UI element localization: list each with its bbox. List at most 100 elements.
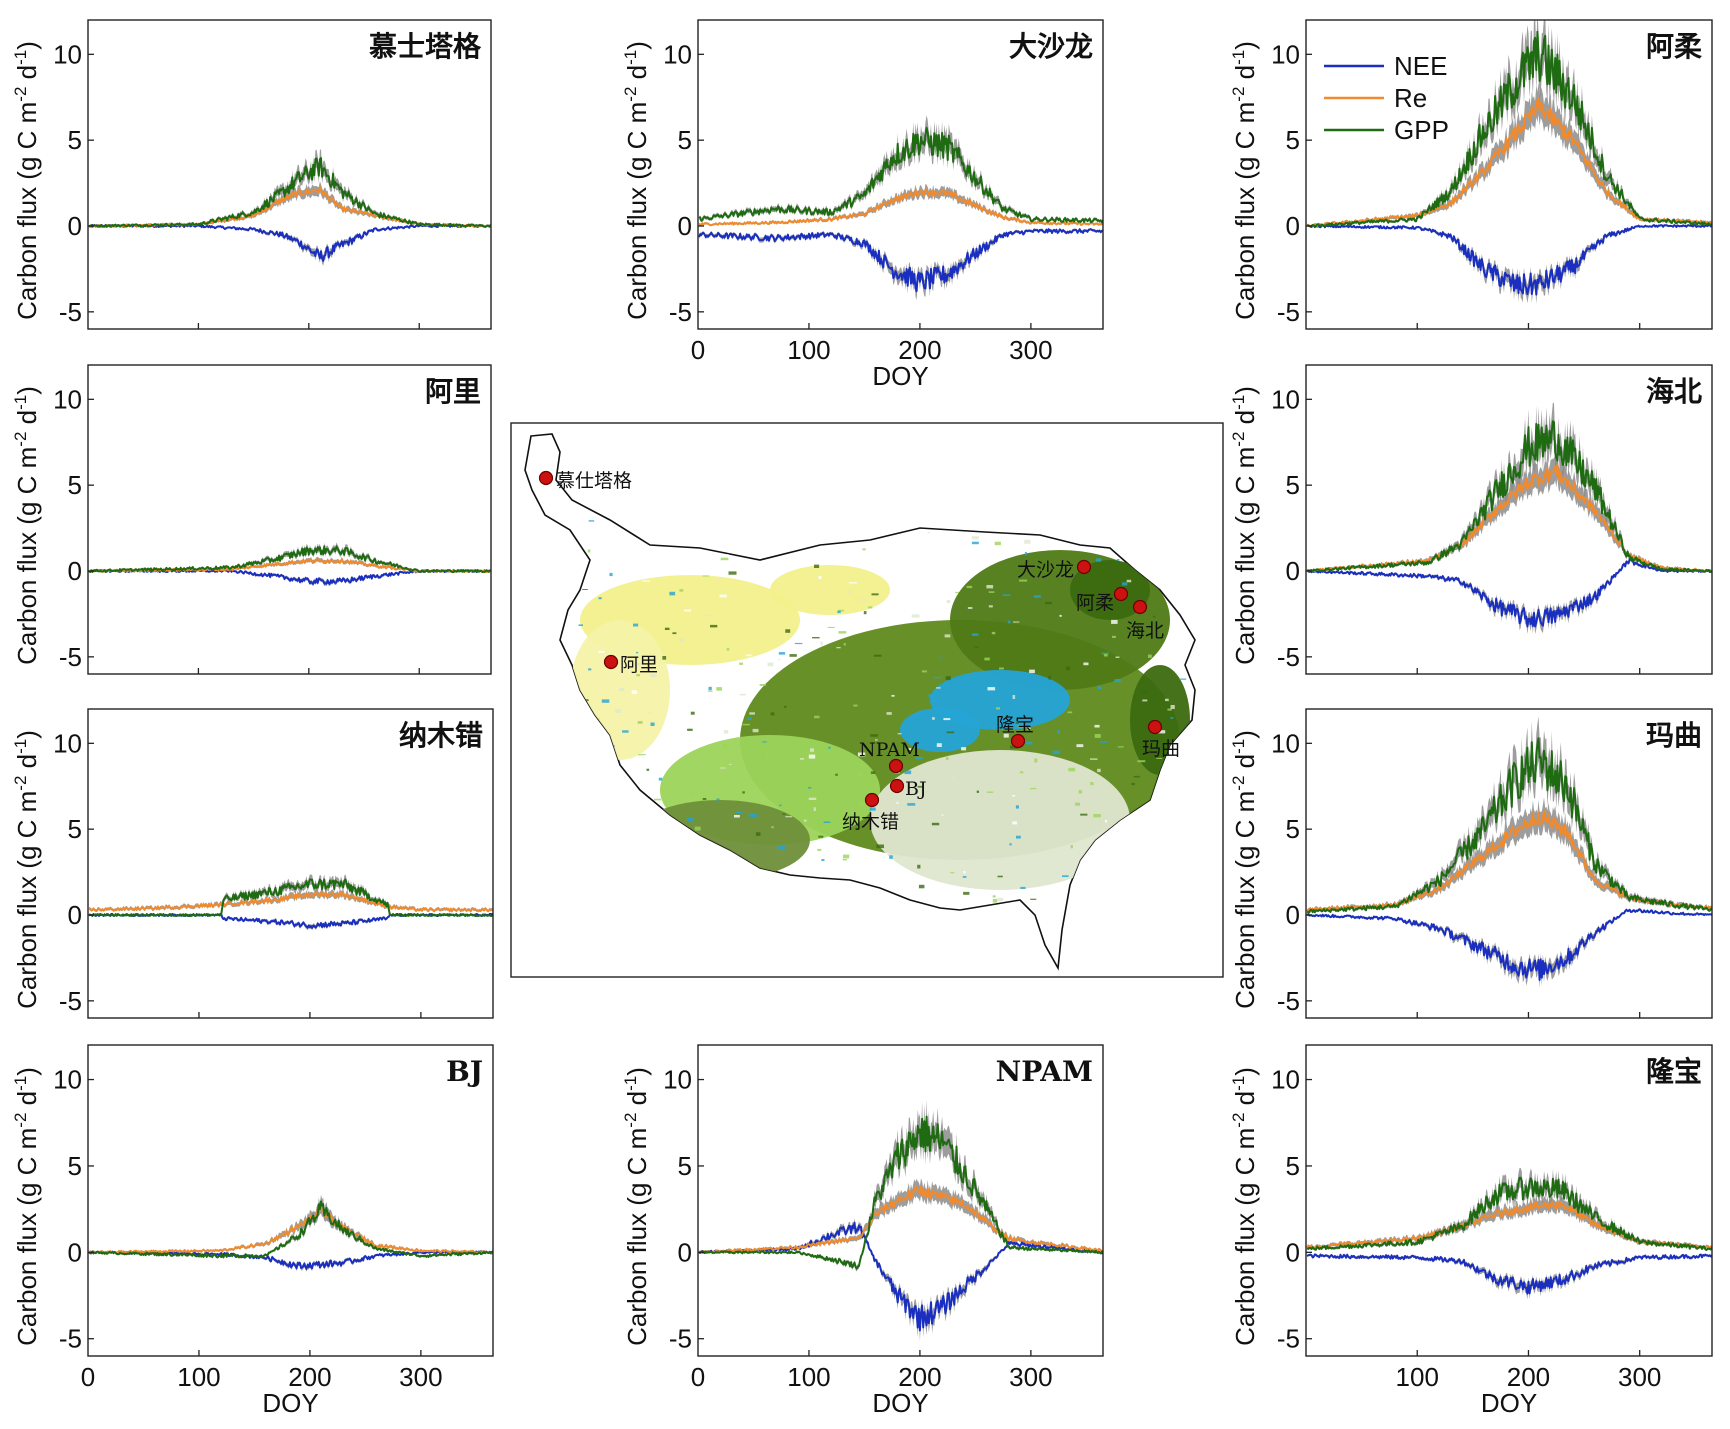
x-tick-label: 300 [1009, 1362, 1052, 1392]
land-cover-speck [631, 690, 638, 694]
land-cover-speck [745, 654, 752, 657]
land-cover-speck [1057, 730, 1061, 734]
land-cover-speck [843, 854, 850, 859]
land-cover-speck [759, 684, 766, 686]
land-cover-speck [991, 631, 996, 635]
land-cover-speck [853, 704, 858, 707]
y-tick-label: -5 [59, 642, 82, 672]
flux-panel-10: 10 5 0 -5 100 200 300 DOY Carbon flux (g C m-2 d… [1229, 1044, 1713, 1418]
plot-area [1306, 402, 1712, 634]
site-marker-group: BJ [889, 778, 927, 800]
land-cover-speck [889, 855, 893, 859]
land-cover-speck [1076, 744, 1084, 748]
y-tick-label: 0 [1286, 211, 1300, 241]
uncertainty-band-gpp [1307, 402, 1712, 573]
site-marker-group: 慕仕塔格 [538, 470, 632, 492]
land-cover-speck [987, 687, 996, 691]
site-marker [888, 758, 904, 774]
plot-area [1306, 716, 1712, 989]
land-cover-speck [702, 575, 710, 577]
y-tick-label: 5 [1286, 125, 1300, 155]
panel-title: 纳木错 [399, 719, 483, 752]
land-cover-speck [974, 646, 979, 648]
land-cover-speck [897, 733, 902, 735]
site-marker [864, 792, 880, 808]
panel-title: 大沙龙 [1009, 30, 1093, 63]
land-cover-speck [1003, 733, 1009, 738]
x-axis-label: DOY [872, 361, 928, 391]
land-cover-speck [694, 826, 701, 831]
land-cover-speck [653, 798, 662, 801]
land-cover-speck [619, 578, 624, 580]
land-cover-speck [838, 631, 847, 634]
series-line-nee [1306, 224, 1712, 296]
land-cover-speck [690, 711, 695, 715]
series-line-re [698, 188, 1103, 227]
uncertainty-band-re [699, 1178, 1103, 1255]
land-cover-speck [1142, 699, 1148, 702]
panel-frame [697, 1044, 1104, 1357]
uncertainty-band-gpp [699, 1099, 1103, 1272]
land-cover-speck [814, 715, 820, 719]
land-cover-speck [1030, 788, 1037, 790]
land-cover-speck [804, 819, 807, 822]
land-cover-speck [598, 597, 602, 600]
land-cover-speck [921, 670, 927, 673]
panel-frame [87, 19, 492, 330]
flux-panel-1: 10 5 0 -5 Carbon flux (g C m-2 d-1) 慕士塔格 [11, 19, 492, 330]
land-cover-speck [904, 770, 912, 775]
y-tick-label: -5 [1277, 297, 1300, 327]
land-cover-speck [1170, 705, 1175, 709]
land-cover-speck [870, 734, 878, 737]
y-tick-label: 10 [663, 1065, 692, 1095]
site-marker-group: NPAM [859, 739, 920, 774]
land-cover-speck [858, 772, 862, 777]
plot-area [698, 1099, 1103, 1341]
land-cover-speck [588, 520, 595, 522]
x-tick-label: 100 [787, 1362, 830, 1392]
site-marker [603, 654, 619, 670]
land-cover-speck [945, 757, 949, 761]
land-cover-speck [1030, 898, 1037, 900]
land-cover-speck [939, 657, 943, 659]
land-cover-speck [622, 534, 629, 536]
series-line-nee [88, 224, 491, 262]
land-cover-speck [1141, 690, 1149, 693]
site-marker [1132, 599, 1148, 615]
land-cover-speck [779, 804, 782, 807]
series-line-nee [1306, 908, 1712, 981]
land-cover-speck [1097, 768, 1101, 773]
land-cover-speck [1094, 734, 1101, 738]
land-cover-speck [716, 687, 722, 691]
series-line-nee [1306, 1253, 1712, 1295]
land-cover-speck [705, 614, 714, 617]
land-cover-speck [950, 872, 955, 874]
land-cover-speck [823, 821, 831, 823]
land-cover-speck [1096, 558, 1102, 562]
land-cover-speck [1103, 653, 1108, 657]
land-cover-speck [1025, 741, 1033, 745]
x-tick-label: 200 [898, 1362, 941, 1392]
y-tick-label: 10 [1271, 39, 1300, 69]
land-cover-speck [1012, 821, 1017, 825]
land-cover-speck [747, 717, 752, 721]
flux-panel-2: 10 5 0 -5 0 100 200 300 DOY Carbon flux (g C m-2 … [621, 19, 1104, 391]
land-cover-speck [1075, 802, 1080, 806]
land-cover-speck [1029, 669, 1035, 674]
y-axis-label: Carbon flux (g C m-2 d-1) [1229, 730, 1260, 1009]
land-cover-speck [928, 694, 934, 698]
land-cover-speck [1019, 579, 1028, 582]
land-cover-speck [1170, 717, 1174, 719]
y-tick-label: 10 [53, 1065, 82, 1095]
land-cover-speck [810, 748, 814, 752]
land-cover-speck [1093, 814, 1101, 818]
y-axis-label: Carbon flux (g C m-2 d-1) [621, 41, 652, 320]
land-cover-speck [808, 787, 812, 789]
plot-area [88, 874, 493, 931]
land-cover-speck [662, 656, 667, 660]
land-cover-speck [771, 826, 774, 829]
site-marker-group: 阿柔 [1076, 586, 1129, 614]
land-cover-speck [854, 783, 858, 785]
y-tick-label: 0 [1286, 1237, 1300, 1267]
